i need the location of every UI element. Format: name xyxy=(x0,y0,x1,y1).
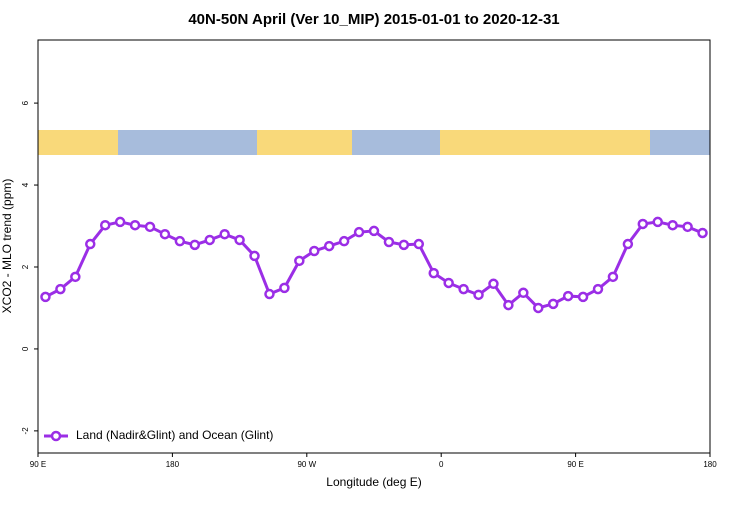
data-point xyxy=(129,219,141,231)
data-point xyxy=(219,228,230,240)
x-tick-label: 90 E xyxy=(567,460,583,469)
x-tick-label: 180 xyxy=(166,460,180,469)
data-point xyxy=(353,226,365,238)
data-point xyxy=(144,221,156,233)
data-point xyxy=(114,216,126,228)
y-tick-label: 0 xyxy=(21,346,30,351)
data-point xyxy=(562,290,574,302)
data-point xyxy=(204,234,215,246)
x-tick-label: 0 xyxy=(439,460,444,469)
x-tick-label: 90 E xyxy=(30,460,46,469)
data-point xyxy=(189,239,201,251)
data-point xyxy=(159,228,171,240)
data-point xyxy=(85,238,96,250)
data-point xyxy=(55,283,66,295)
data-point xyxy=(279,282,290,294)
data-point xyxy=(592,283,604,295)
data-point xyxy=(309,245,320,257)
data-point xyxy=(518,287,529,299)
data-point xyxy=(40,291,51,303)
y-tick-label: -2 xyxy=(21,427,30,435)
y-tick-label: 4 xyxy=(21,182,30,187)
data-point xyxy=(577,291,589,303)
data-point xyxy=(70,271,81,283)
data-point xyxy=(682,221,693,233)
y-tick-label: 6 xyxy=(21,100,30,105)
legend-label: Land (Nadir&Glint) and Ocean (Glint) xyxy=(76,428,273,442)
map-strip xyxy=(38,130,710,155)
legend-marker xyxy=(50,430,62,442)
x-tick-label: 180 xyxy=(703,460,717,469)
x-axis-label: Longitude (deg E) xyxy=(326,475,421,489)
data-point xyxy=(338,235,350,247)
data-point xyxy=(249,250,260,262)
data-point xyxy=(667,219,678,231)
data-point xyxy=(234,234,245,246)
data-point xyxy=(473,289,484,301)
data-point xyxy=(174,235,186,247)
y-tick-label: 2 xyxy=(21,264,30,269)
data-point xyxy=(503,299,514,311)
data-point xyxy=(368,225,380,237)
data-point xyxy=(533,302,544,314)
data-point xyxy=(99,219,111,231)
data-point xyxy=(383,236,395,248)
y-axis-label: XCO2 - MLO trend (ppm) xyxy=(0,179,14,314)
x-tick-label: 90 W xyxy=(297,460,316,469)
data-point xyxy=(443,277,454,289)
data-point xyxy=(488,278,499,290)
plot-frame xyxy=(37,39,711,454)
data-point xyxy=(622,238,634,250)
data-point xyxy=(398,239,410,251)
data-point xyxy=(637,218,649,230)
data-point xyxy=(264,288,275,300)
data-point xyxy=(547,298,559,310)
data-point xyxy=(458,283,469,295)
data-point xyxy=(652,216,663,228)
data-point xyxy=(428,267,439,279)
data-point xyxy=(697,227,708,239)
data-point xyxy=(413,238,425,250)
data-point xyxy=(323,240,335,252)
data-point xyxy=(607,271,619,283)
data-point xyxy=(294,255,305,267)
chart-title: 40N-50N April (Ver 10_MIP) 2015-01-01 to… xyxy=(188,11,559,28)
